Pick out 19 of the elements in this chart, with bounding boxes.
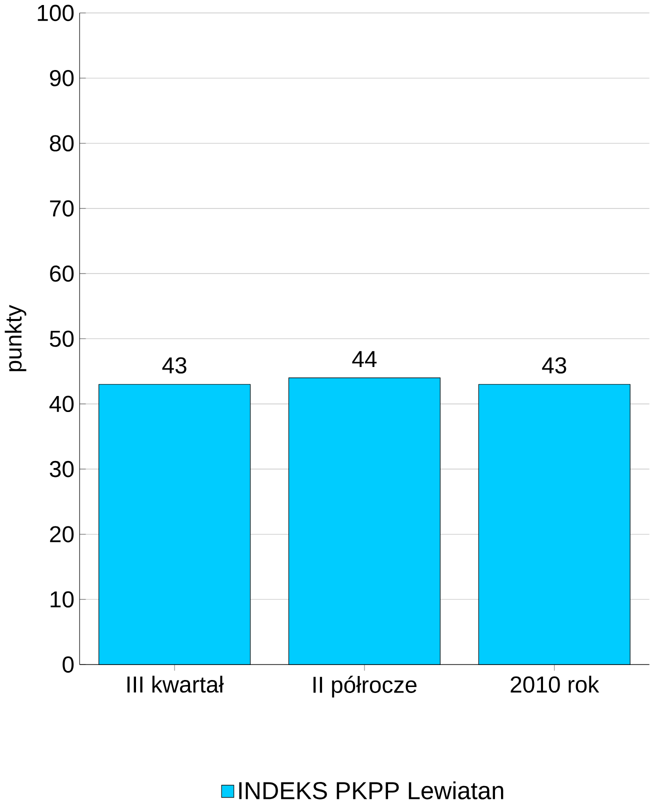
y-tick-label: 40 bbox=[50, 396, 74, 412]
x-tick-label: II półrocze bbox=[314, 676, 417, 698]
y-tick-label: 0 bbox=[62, 656, 74, 673]
x-tick-label: 2010 rok bbox=[510, 676, 600, 693]
y-tick-label: 10 bbox=[50, 591, 74, 608]
y-tick-label: 60 bbox=[50, 265, 74, 282]
legend-label: INDEKS PKPP Lewiatan bbox=[239, 781, 504, 800]
data-label: 44 bbox=[352, 351, 377, 368]
y-tick-label: 90 bbox=[50, 70, 74, 86]
y-tick-label: 30 bbox=[50, 460, 74, 478]
y-tick-label: 100 bbox=[38, 4, 74, 22]
y-tick-label: 70 bbox=[50, 200, 74, 217]
data-label: 43 bbox=[162, 357, 187, 374]
y-tick-label: 50 bbox=[50, 330, 74, 347]
y-tick-label: 80 bbox=[50, 135, 74, 152]
y-axis-title: punkty bbox=[4, 304, 26, 372]
x-tick-label: III kwartał bbox=[128, 676, 224, 693]
y-tick-label: 20 bbox=[50, 526, 74, 542]
data-label: 43 bbox=[542, 357, 566, 374]
